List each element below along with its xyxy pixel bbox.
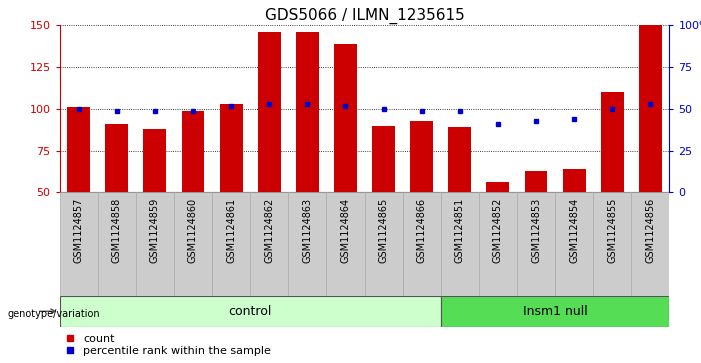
Text: GSM1124866: GSM1124866 xyxy=(416,197,427,263)
Text: GSM1124856: GSM1124856 xyxy=(646,197,655,263)
Text: GSM1124864: GSM1124864 xyxy=(341,197,350,263)
Bar xyxy=(250,192,288,296)
Text: GSM1124863: GSM1124863 xyxy=(302,197,313,263)
Bar xyxy=(402,192,441,296)
Bar xyxy=(563,169,585,192)
Text: GSM1124865: GSM1124865 xyxy=(379,197,388,263)
Bar xyxy=(60,296,441,327)
Text: GSM1124860: GSM1124860 xyxy=(188,197,198,263)
Bar xyxy=(365,192,402,296)
Bar xyxy=(258,32,280,192)
Bar xyxy=(60,192,97,296)
Text: GSM1124853: GSM1124853 xyxy=(531,197,541,263)
Bar xyxy=(182,111,205,192)
Bar xyxy=(327,192,365,296)
Text: GSM1124854: GSM1124854 xyxy=(569,197,579,263)
Bar xyxy=(524,171,547,192)
Bar xyxy=(144,129,166,192)
Text: GSM1124861: GSM1124861 xyxy=(226,197,236,263)
Text: GSM1124857: GSM1124857 xyxy=(74,197,83,263)
Bar xyxy=(174,192,212,296)
Bar xyxy=(105,124,128,192)
Bar xyxy=(449,127,471,192)
Bar xyxy=(219,104,243,192)
Bar xyxy=(639,24,662,192)
Bar xyxy=(67,107,90,192)
Text: GSM1124851: GSM1124851 xyxy=(455,197,465,263)
Bar xyxy=(288,192,327,296)
Text: GSM1124859: GSM1124859 xyxy=(150,197,160,263)
Bar xyxy=(441,192,479,296)
Text: GSM1124862: GSM1124862 xyxy=(264,197,274,263)
Bar xyxy=(410,121,433,192)
Bar xyxy=(555,192,593,296)
Text: GSM1124852: GSM1124852 xyxy=(493,197,503,263)
Bar xyxy=(593,192,632,296)
Bar xyxy=(136,192,174,296)
Bar xyxy=(334,44,357,192)
Bar xyxy=(97,192,136,296)
Title: GDS5066 / ILMN_1235615: GDS5066 / ILMN_1235615 xyxy=(265,8,464,24)
Bar xyxy=(372,126,395,192)
Bar xyxy=(632,192,669,296)
Text: control: control xyxy=(229,305,272,318)
Bar xyxy=(212,192,250,296)
Bar xyxy=(517,192,555,296)
Text: GSM1124858: GSM1124858 xyxy=(111,197,122,263)
Text: genotype/variation: genotype/variation xyxy=(7,309,100,319)
Text: GSM1124855: GSM1124855 xyxy=(607,197,618,263)
Legend: count, percentile rank within the sample: count, percentile rank within the sample xyxy=(65,334,271,356)
Bar xyxy=(479,192,517,296)
Text: Insm1 null: Insm1 null xyxy=(523,305,587,318)
Bar xyxy=(441,296,669,327)
Bar xyxy=(296,32,319,192)
Bar xyxy=(486,182,510,192)
Bar xyxy=(601,92,624,192)
